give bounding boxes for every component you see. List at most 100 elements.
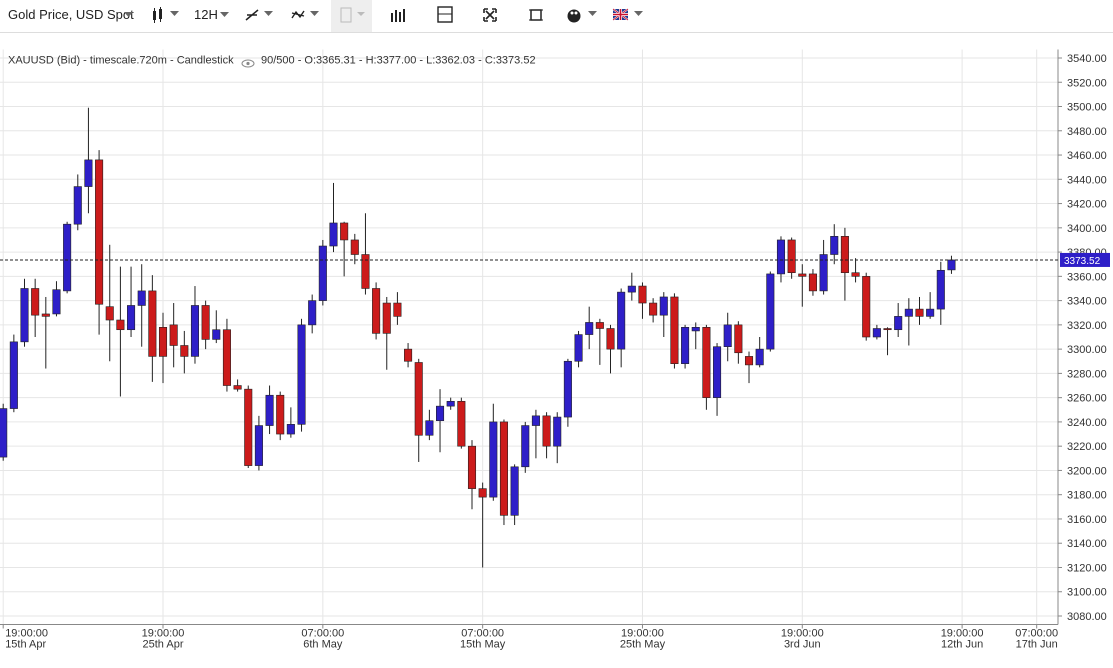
y-tick-label: 3300.00 — [1067, 344, 1107, 356]
indicators-button[interactable] — [290, 6, 322, 26]
y-tick-label: 3160.00 — [1067, 514, 1107, 526]
candle-body — [84, 159, 93, 187]
candle-body — [0, 408, 8, 458]
x-tick-date: 25th Apr — [143, 639, 184, 651]
language-button[interactable] — [612, 7, 646, 25]
candle-body — [862, 276, 871, 338]
y-tick-label: 3420.00 — [1067, 199, 1107, 211]
candle-body — [340, 222, 349, 241]
candle-body — [713, 346, 722, 398]
candle-body — [63, 223, 72, 292]
candle-body — [734, 324, 743, 354]
candle-body — [744, 356, 754, 366]
candle-body — [574, 334, 583, 362]
candle-body — [20, 288, 29, 343]
candle-body — [414, 362, 423, 436]
y-tick-label: 3120.00 — [1067, 562, 1107, 574]
interval-selector[interactable]: 12H — [194, 7, 218, 22]
candle-body — [9, 341, 18, 409]
y-tick-label: 3280.00 — [1067, 368, 1107, 380]
candle-body — [425, 420, 434, 436]
y-tick-label: 3460.00 — [1067, 150, 1107, 162]
candle-body — [467, 445, 477, 489]
fit-button[interactable] — [528, 7, 544, 23]
candle-body — [947, 259, 956, 271]
candle-body — [95, 159, 104, 305]
dropdown-caret — [124, 12, 133, 17]
candle-body — [489, 421, 498, 498]
candle-body — [787, 239, 796, 274]
chart-type-button[interactable] — [150, 6, 180, 26]
y-tick-label: 3100.00 — [1067, 587, 1107, 599]
candle-body — [595, 322, 604, 329]
candle-body — [766, 273, 775, 350]
chart-info-title: XAUUSD (Bid) - timescale.720m - Candlest… — [8, 55, 234, 67]
candle-body — [382, 302, 391, 334]
candle-body — [233, 385, 242, 390]
candle-body — [212, 329, 221, 340]
y-tick-label: 3520.00 — [1067, 77, 1107, 89]
grid — [0, 49, 1058, 625]
candle-body — [521, 425, 530, 468]
candle-body — [244, 388, 253, 466]
candle-body — [670, 296, 679, 364]
y-tick-label: 3180.00 — [1067, 490, 1107, 502]
y-tick-label: 3540.00 — [1067, 53, 1107, 65]
candle-body — [105, 306, 114, 321]
candle-body — [254, 425, 263, 466]
candle-body — [137, 290, 146, 306]
candle-body — [872, 328, 881, 338]
candle-body — [915, 308, 924, 317]
delete-button[interactable] — [331, 0, 372, 32]
y-tick-label: 3400.00 — [1067, 223, 1107, 235]
candle-body — [638, 285, 647, 304]
candle-body — [457, 400, 466, 447]
candle-body — [31, 288, 40, 316]
candle-body — [649, 302, 658, 316]
candle-body — [627, 285, 636, 293]
candle-body — [830, 236, 839, 255]
y-tick-label: 3500.00 — [1067, 102, 1107, 114]
x-tick-date: 12th Jun — [941, 639, 983, 651]
volume-button[interactable] — [390, 8, 406, 24]
y-tick-label: 3360.00 — [1067, 271, 1107, 283]
candle-body — [819, 254, 828, 292]
candle-body — [329, 222, 338, 247]
y-tick-label: 3220.00 — [1067, 441, 1107, 453]
candle-body — [606, 328, 615, 350]
candle-body — [127, 305, 136, 331]
candle-body — [169, 324, 178, 346]
theme-button[interactable] — [566, 6, 600, 26]
candle-body — [691, 326, 700, 332]
candle-body — [201, 305, 210, 340]
candle-body — [510, 466, 519, 516]
candle-body — [41, 313, 50, 317]
instrument-selector[interactable]: Gold Price, USD Spot — [8, 7, 134, 22]
candle-body — [116, 319, 125, 331]
candle-body — [393, 302, 402, 317]
candle-body — [265, 394, 274, 426]
layout-button[interactable] — [437, 6, 453, 24]
x-tick-date: 3rd Jun — [784, 639, 821, 651]
candle-body — [617, 291, 626, 350]
drawing-tools-button[interactable] — [244, 6, 276, 26]
last-price-label: 3373.52 — [1064, 256, 1101, 267]
candles — [0, 107, 956, 568]
toolbar: Gold Price, USD Spot 12H — [0, 0, 1113, 33]
candle-body — [563, 360, 572, 418]
candle-body — [894, 316, 903, 331]
candle-body — [318, 245, 327, 301]
x-tick-date: 25th May — [620, 639, 666, 651]
visibility-icon[interactable] — [241, 59, 255, 68]
candle-body — [851, 272, 860, 277]
y-tick-label: 3200.00 — [1067, 465, 1107, 477]
candle-body — [190, 305, 200, 357]
candle-body — [361, 254, 370, 289]
fullscreen-button[interactable] — [482, 7, 498, 23]
y-tick-label: 3320.00 — [1067, 320, 1107, 332]
y-tick-label: 3260.00 — [1067, 393, 1107, 405]
candle-body — [531, 415, 540, 426]
candle-body — [808, 273, 817, 292]
dropdown-caret — [220, 12, 229, 17]
candle-body — [372, 288, 381, 334]
